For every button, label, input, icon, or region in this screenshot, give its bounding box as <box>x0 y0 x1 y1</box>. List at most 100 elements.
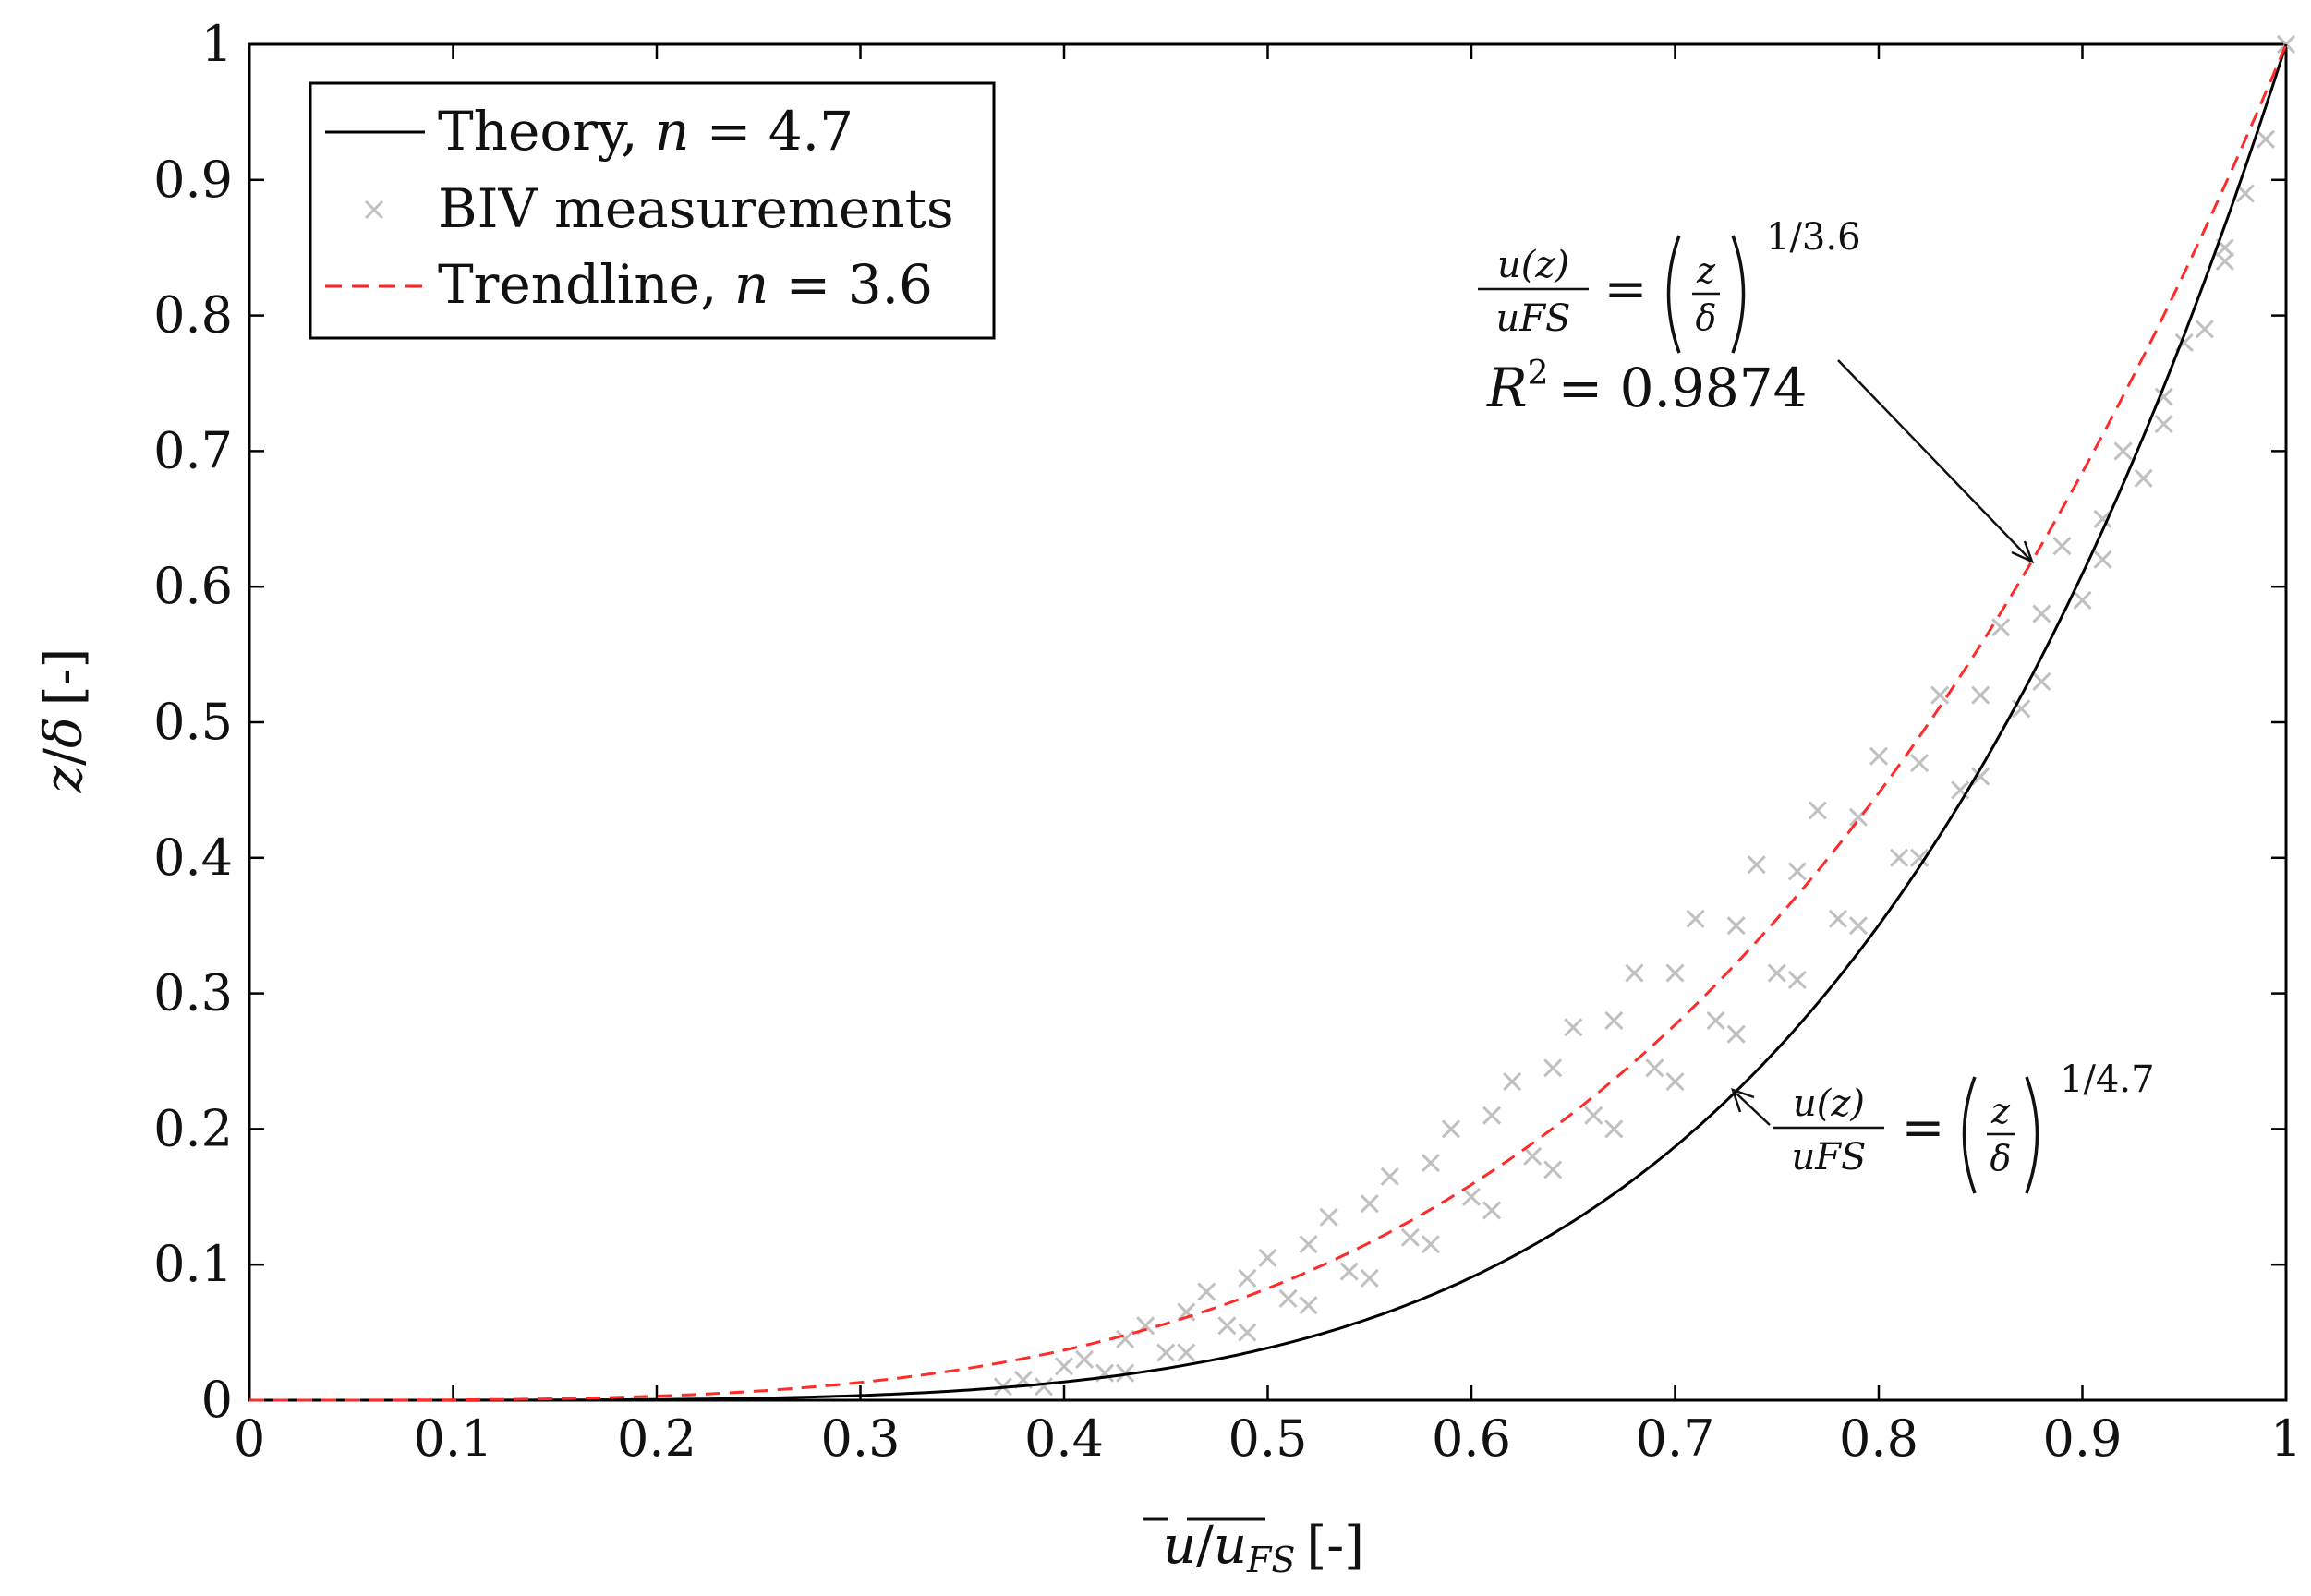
biv-point <box>1054 1357 1074 1376</box>
biv-point <box>1299 1235 1318 1254</box>
biv-point <box>1441 1119 1461 1139</box>
biv-point <box>1910 753 1930 773</box>
anno-bot-num: u(z) <box>1793 1082 1865 1125</box>
biv-point <box>1523 1146 1543 1166</box>
x-tick-label: 0.6 <box>1432 1409 1511 1468</box>
y-axis-title: z/δ [-] <box>34 648 94 794</box>
anno-top-eq: = <box>1604 260 1648 320</box>
anno-top-arrow <box>1837 359 2031 561</box>
biv-point <box>1787 862 1807 881</box>
x-axis-u2: u <box>1214 1516 1247 1576</box>
biv-point <box>2113 441 2133 461</box>
anno-top-arrowhead <box>2011 540 2035 564</box>
biv-point <box>1503 1071 1522 1092</box>
biv-point <box>1808 801 1827 820</box>
anno-bot-right-paren <box>2025 1076 2039 1194</box>
anno-bot-den: uFS <box>1792 1136 1867 1179</box>
y-tick-label: 0.3 <box>153 964 233 1022</box>
biv-point <box>1380 1167 1399 1186</box>
x-tick-label: 1 <box>2270 1409 2302 1468</box>
biv-point <box>1421 1154 1440 1173</box>
y-tick-label: 1 <box>201 15 233 73</box>
axis-ticks <box>248 42 2288 1402</box>
biv-point <box>2093 509 2112 528</box>
biv-point <box>2052 537 2072 556</box>
annotation-theory-equation: u(z) uFS = z δ 1/4.7 <box>1731 1058 2155 1194</box>
biv-point <box>1543 1160 1563 1179</box>
biv-point <box>1747 855 1766 875</box>
anno-top-r2: R2 = 0.9874 <box>1486 355 1808 419</box>
biv-point <box>2073 590 2092 610</box>
biv-point <box>1074 1349 1095 1370</box>
biv-point <box>1217 1316 1237 1336</box>
x-tick-label: 0.4 <box>1024 1409 1104 1468</box>
biv-point <box>1461 1187 1482 1206</box>
biv-point <box>1319 1207 1338 1227</box>
biv-point <box>2134 468 2153 488</box>
biv-point <box>2032 671 2051 692</box>
biv-scatter-points <box>993 34 2296 1396</box>
anno-bot-exponent: 1/4.7 <box>2060 1058 2155 1101</box>
biv-point <box>1177 1302 1196 1322</box>
annotation-trendline-equation: u(z) uFS = z δ 1/3.6 R2 = 0.9874 <box>1478 216 2035 564</box>
biv-point <box>1116 1329 1135 1349</box>
anno-top-den: uFS <box>1496 297 1571 340</box>
anno-top-num: u(z) <box>1497 244 1569 286</box>
biv-point <box>1848 916 1869 936</box>
y-tick-label: 0.8 <box>153 286 233 345</box>
biv-point <box>1971 767 1990 786</box>
biv-point <box>1625 963 1644 983</box>
x-axis-unit: [-] <box>1306 1516 1364 1576</box>
biv-point <box>1116 1363 1135 1383</box>
biv-point <box>1238 1268 1257 1288</box>
legend-trend-label: Trendline, n = 3.6 <box>438 253 933 316</box>
x-axis-u: u <box>1163 1516 1196 1576</box>
biv-point <box>1726 1024 1746 1044</box>
biv-point <box>1787 970 1807 989</box>
y-tick-label: 0.1 <box>153 1235 233 1293</box>
x-tick-label: 0.9 <box>2043 1409 2123 1468</box>
biv-point <box>1645 1058 1664 1078</box>
x-tick-label: 0 <box>234 1409 265 1468</box>
biv-point <box>1238 1323 1257 1342</box>
y-tick-label: 0.2 <box>153 1099 233 1157</box>
biv-point <box>2195 320 2214 339</box>
biv-point <box>1726 916 1746 936</box>
anno-top-exponent: 1/3.6 <box>1766 216 1861 259</box>
biv-point <box>1604 1010 1624 1031</box>
x-tick-label: 0.5 <box>1228 1409 1308 1468</box>
x-tick-label: 0.3 <box>821 1409 901 1468</box>
biv-point <box>1339 1262 1359 1281</box>
anno-top-right-paren <box>1731 235 1746 354</box>
y-axis-delta: δ <box>34 717 94 748</box>
y-tick-label: 0.9 <box>153 151 233 209</box>
biv-point <box>2235 184 2255 203</box>
biv-point <box>1665 963 1685 983</box>
x-axis-sub: FS <box>1246 1540 1295 1580</box>
biv-point <box>1584 1106 1603 1125</box>
biv-point <box>2032 604 2051 623</box>
biv-point <box>1951 780 1970 800</box>
biv-point <box>1604 1119 1624 1139</box>
y-tick-labels: 0 0.1 0.2 0.3 0.4 0.5 0.6 0.7 0.8 0.9 1 <box>153 15 233 1429</box>
biv-point <box>1869 746 1889 766</box>
biv-point <box>1197 1282 1216 1301</box>
biv-point <box>2154 414 2173 434</box>
biv-point <box>1360 1194 1379 1214</box>
biv-point <box>1991 618 2011 637</box>
biv-point <box>1930 685 1950 705</box>
biv-point <box>1686 909 1705 928</box>
biv-point <box>1156 1343 1176 1362</box>
x-axis-slash: / <box>1196 1516 1214 1576</box>
biv-point <box>2215 251 2234 271</box>
biv-point <box>1910 848 1930 867</box>
legend-box <box>309 81 996 340</box>
biv-point <box>1421 1235 1440 1254</box>
biv-point <box>1543 1058 1563 1078</box>
x-tick-label: 0.2 <box>617 1409 696 1468</box>
curve-lines <box>249 43 2288 1402</box>
biv-point <box>1360 1268 1379 1288</box>
biv-point <box>1299 1296 1318 1315</box>
y-tick-label: 0.6 <box>153 557 233 615</box>
x-tick-label: 0.1 <box>414 1409 493 1468</box>
